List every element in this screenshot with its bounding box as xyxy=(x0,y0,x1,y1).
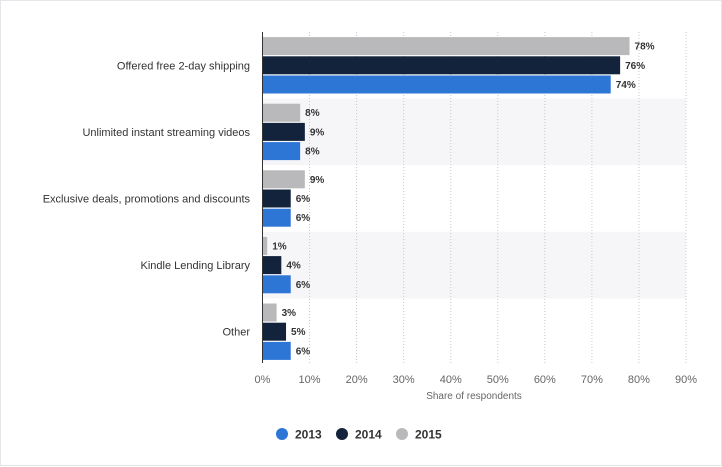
x-tick-label: 90% xyxy=(675,374,697,386)
category-label: Other xyxy=(222,327,250,339)
data-label-2013-1: 74% xyxy=(616,80,636,91)
bar-2014-4 xyxy=(262,256,282,275)
x-tick-label: 0% xyxy=(255,374,271,386)
data-label-2014-2: 9% xyxy=(310,127,325,138)
bar-2014-3 xyxy=(262,189,291,208)
data-label-2014-5: 5% xyxy=(291,327,306,338)
x-tick-label: 50% xyxy=(487,374,509,386)
bar-2013-2 xyxy=(262,142,301,161)
legend-label: 2013 xyxy=(295,428,322,442)
legend-marker xyxy=(396,428,408,440)
bar-2014-1 xyxy=(262,56,621,75)
data-label-2015-1: 78% xyxy=(635,42,655,53)
bar-2013-4 xyxy=(262,275,291,294)
category-label: Kindle Lending Library xyxy=(141,260,251,272)
legend-marker xyxy=(336,428,348,440)
legend-item-2013[interactable]: 2013 xyxy=(276,428,322,442)
category-label: Offered free 2-day shipping xyxy=(117,60,250,72)
bar-2013-3 xyxy=(262,208,291,227)
x-tick-labels-layer: 0% 10% 20% 30% 40% 50% 60% 70% 80% 90% xyxy=(255,374,698,386)
x-tick-label: 70% xyxy=(581,374,603,386)
category-labels-layer: Offered free 2-day shipping Unlimited ins… xyxy=(43,60,251,338)
bars-layer xyxy=(262,37,630,360)
legend-marker xyxy=(276,428,288,440)
legend-item-2014[interactable]: 2014 xyxy=(336,428,382,442)
category-band xyxy=(262,98,686,166)
data-label-2015-5: 3% xyxy=(282,308,297,319)
bar-2013-5 xyxy=(262,341,291,360)
bar-2015-3 xyxy=(262,170,305,189)
category-label: Unlimited instant streaming videos xyxy=(82,127,250,139)
data-label-2013-2: 8% xyxy=(305,147,320,158)
x-tick-label: 60% xyxy=(534,374,556,386)
legend-item-2015[interactable]: 2015 xyxy=(396,428,442,442)
bar-2014-5 xyxy=(262,322,287,341)
x-tick-label: 40% xyxy=(440,374,462,386)
bar-2013-1 xyxy=(262,75,611,94)
data-label-2014-3: 6% xyxy=(296,194,311,205)
data-label-2013-3: 6% xyxy=(296,213,311,224)
data-labels-layer: 78% 76% 74% 8% 9% 8% 9% 6% 6% 1% 4% 6% 3% 5% 6% xyxy=(272,42,654,358)
x-tick-label: 80% xyxy=(628,374,650,386)
x-tick-label: 10% xyxy=(299,374,321,386)
bar-2015-1 xyxy=(262,37,630,56)
legend: 2013 2014 2015 xyxy=(276,428,442,442)
data-label-2015-2: 8% xyxy=(305,108,320,119)
bar-2015-5 xyxy=(262,303,277,322)
data-label-2015-4: 1% xyxy=(272,241,287,252)
bar-2014-2 xyxy=(262,122,305,141)
data-label-2013-4: 6% xyxy=(296,280,311,291)
data-label-2015-3: 9% xyxy=(310,175,325,186)
data-label-2014-1: 76% xyxy=(625,61,645,72)
x-tick-label: 30% xyxy=(393,374,415,386)
legend-label: 2014 xyxy=(355,428,382,442)
x-axis-title: Share of respondents xyxy=(426,391,522,402)
legend-label: 2015 xyxy=(415,428,442,442)
data-label-2013-5: 6% xyxy=(296,346,311,357)
category-label: Exclusive deals, promotions and discount… xyxy=(43,194,251,206)
category-band xyxy=(262,231,686,299)
bar-2015-4 xyxy=(262,236,268,255)
category-bands xyxy=(262,98,686,299)
data-label-2014-4: 4% xyxy=(286,261,301,272)
bar-2015-2 xyxy=(262,103,301,122)
x-tick-label: 20% xyxy=(346,374,368,386)
